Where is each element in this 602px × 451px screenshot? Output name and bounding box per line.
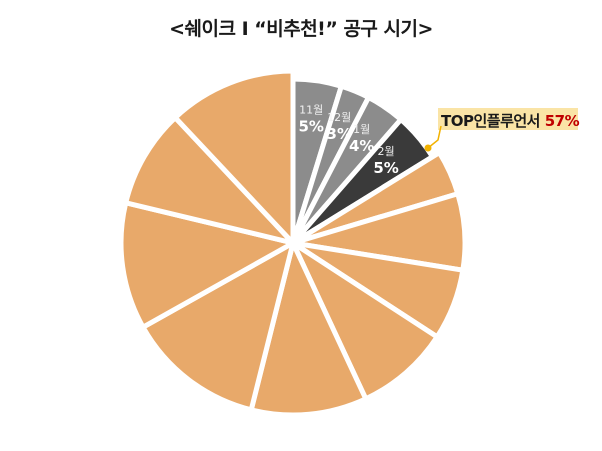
slice-value-4: 5%: [373, 159, 398, 177]
slice-label-3: 1월: [353, 123, 370, 136]
callout-dot: [424, 144, 432, 152]
chart-title: <쉐이크 I “비추천!” 공구 시기>: [169, 18, 433, 40]
slice-label-4: 2월: [378, 145, 395, 158]
pie-slice-13: [172, 68, 296, 246]
callout-label: TOP인플루언서 57%: [441, 110, 580, 131]
slice-label-1: 11월: [299, 103, 323, 116]
callout-value: 57%: [544, 112, 580, 130]
slice-value-3: 4%: [349, 137, 374, 155]
callout-highlight: [438, 108, 578, 130]
pie-slice-9: [248, 240, 369, 418]
pie-slice-12: [123, 115, 296, 246]
callout-connector: [427, 125, 442, 149]
slice-value-1: 5%: [298, 117, 323, 135]
pie-slice-10: [140, 240, 296, 413]
slice-label-2: 12월: [327, 111, 351, 124]
callout-text: TOP인플루언서: [441, 112, 540, 130]
